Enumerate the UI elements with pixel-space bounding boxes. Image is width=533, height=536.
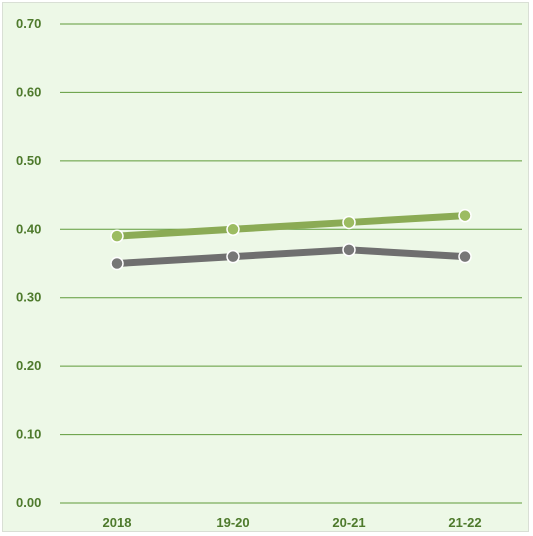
y-tick-label: 0.30 [16, 290, 41, 305]
x-tick-label: 21-22 [448, 515, 481, 530]
y-tick-label: 0.60 [16, 84, 41, 99]
series-line-1 [113, 212, 469, 240]
x-tick-label: 20-21 [332, 515, 365, 530]
x-tick-label: 19-20 [216, 515, 249, 530]
data-point [226, 222, 240, 237]
y-tick-label: 0.10 [16, 427, 41, 442]
series-layer [110, 208, 472, 271]
chart-frame [2, 2, 529, 532]
y-tick-label: 0.00 [16, 495, 41, 510]
data-point [110, 256, 124, 271]
series-line-2 [113, 246, 469, 267]
data-point [342, 243, 356, 257]
y-tick-label: 0.70 [16, 16, 41, 31]
data-point [458, 249, 472, 264]
y-tick-label: 0.40 [16, 221, 41, 236]
y-tick-label: 0.50 [16, 153, 41, 168]
y-tick-label: 0.20 [16, 358, 41, 373]
y-axis-ticks: 0.00 0.10 0.20 0.30 0.40 0.50 0.60 0.70 [16, 16, 41, 510]
x-tick-label: 2018 [103, 515, 132, 530]
x-axis-ticks: 2018 19-20 20-21 21-22 [103, 515, 482, 530]
data-point [342, 215, 356, 230]
data-point [458, 208, 472, 223]
data-point [226, 249, 240, 264]
data-point [110, 229, 124, 243]
